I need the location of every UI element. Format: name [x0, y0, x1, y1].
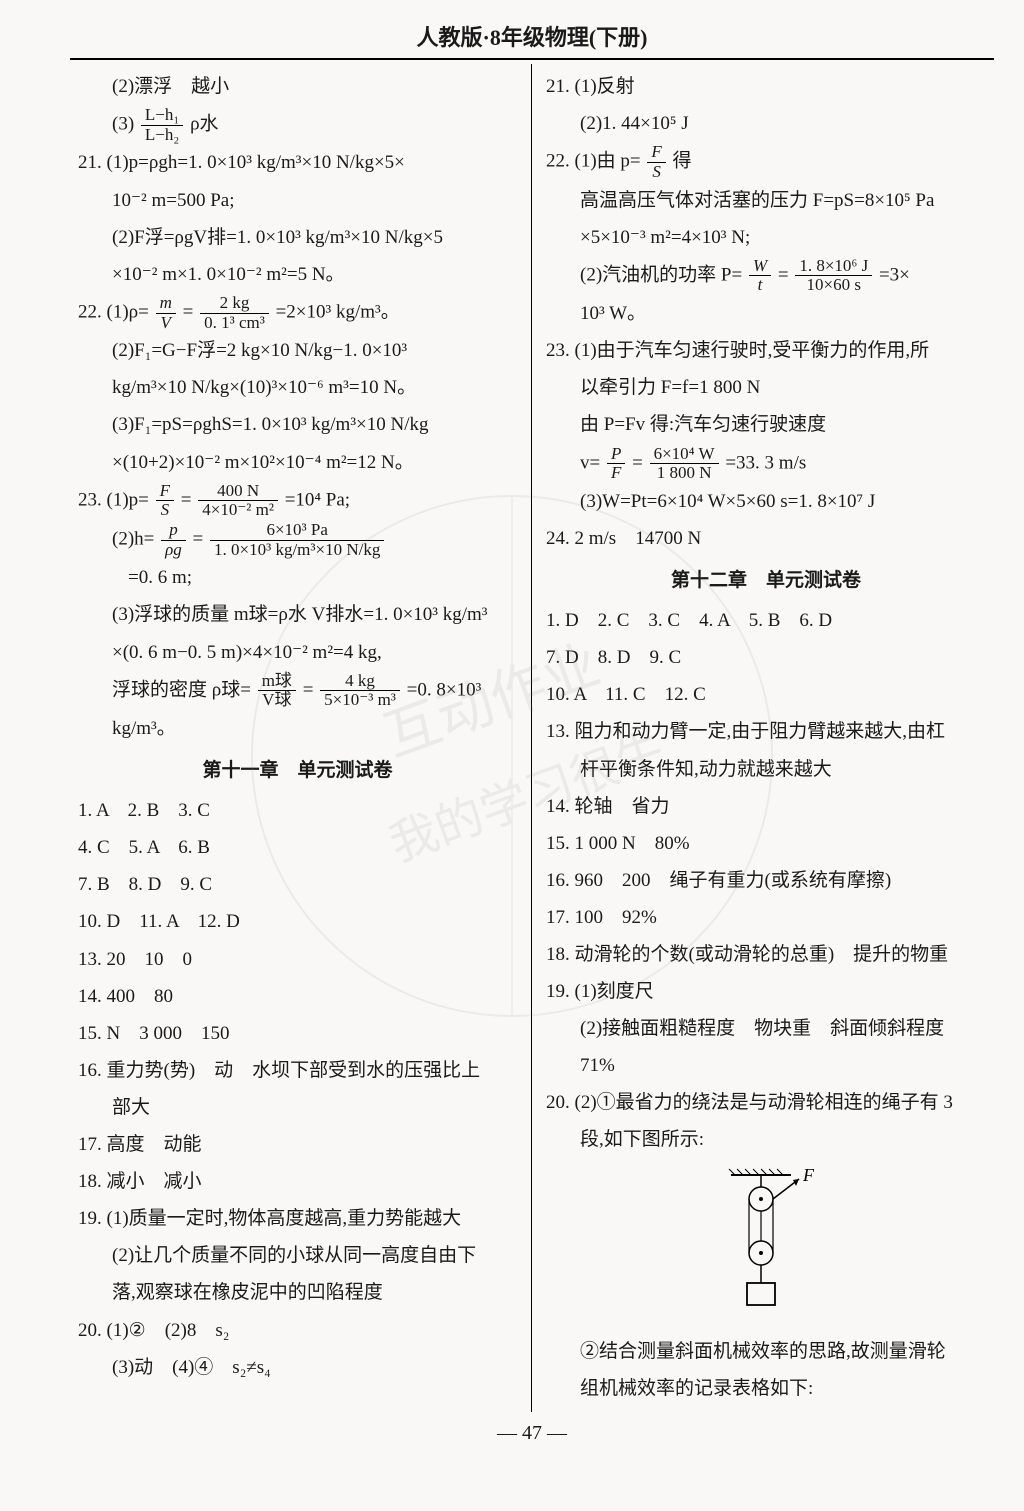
- answer-line: 16. 重力势(势) 动 水坝下部受到水的压强比上: [78, 1053, 517, 1089]
- force-label: F: [802, 1165, 815, 1185]
- answer-line: 19. (1)刻度尺: [546, 974, 986, 1010]
- page-header: 人教版·8年级物理(下册): [70, 20, 994, 60]
- text-line: 21. (1)反射: [546, 69, 986, 105]
- text-line: 浮球的密度 ρ球= m球 V球 = 4 kg 5×10⁻³ m³ =0. 8×1…: [78, 672, 517, 710]
- fraction: L−h₁ L−h₂: [141, 106, 183, 144]
- text-line: 由 P=Fv 得:汽车匀速行驶速度: [546, 407, 986, 443]
- answer-line: 4. C 5. A 6. B: [78, 830, 517, 866]
- fraction: m球 V球: [258, 672, 296, 710]
- fraction: W t: [749, 257, 771, 295]
- text-line: kg/m³。: [78, 711, 517, 747]
- answer-line: 17. 高度 动能: [78, 1127, 517, 1163]
- text-line: 10⁻² m=500 Pa;: [78, 183, 517, 219]
- text-line: (2)1. 44×10⁵ J: [546, 106, 986, 142]
- answer-line: 18. 动滑轮的个数(或动滑轮的总重) 提升的物重: [546, 937, 986, 973]
- text-line: (3) L−h₁ L−h₂ ρ水: [78, 106, 517, 144]
- answer-line: 16. 960 200 绳子有重力(或系统有摩擦): [546, 863, 986, 899]
- text-line: (2)汽油机的功率 P= W t = 1. 8×10⁶ J 10×60 s =3…: [546, 257, 986, 295]
- answer-line: (3)动 (4)④ s₂≠s₄: [78, 1350, 517, 1386]
- header-title: 人教版·8年级物理(下册): [417, 25, 648, 50]
- text-line: =0. 6 m;: [78, 560, 517, 596]
- fraction: P F: [607, 445, 625, 483]
- text-line: (3)F₁=pS=ρghS=1. 0×10³ kg/m³×10 N/kg: [78, 407, 517, 443]
- text-line: (2)h= p ρg = 6×10³ Pa 1. 0×10³ kg/m³×10 …: [78, 521, 517, 559]
- fraction: m V: [156, 294, 176, 332]
- answer-line: 1. D 2. C 3. C 4. A 5. B 6. D: [546, 603, 986, 639]
- fraction: 6×10³ Pa 1. 0×10³ kg/m³×10 N/kg: [210, 521, 384, 559]
- text-line: ×10⁻² m×1. 0×10⁻² m²=5 N。: [78, 257, 517, 293]
- answer-line: 13. 阻力和动力臂一定,由于阻力臂越来越大,由杠: [546, 714, 986, 750]
- pulley-diagram: F: [546, 1165, 986, 1328]
- page-footer: — 47 —: [70, 1422, 994, 1445]
- text-line: 23. (1)由于汽车匀速行驶时,受平衡力的作用,所: [546, 333, 986, 369]
- answer-line: 15. 1 000 N 80%: [546, 826, 986, 862]
- answer-line: 部大: [78, 1090, 517, 1126]
- text-line: kg/m³×10 N/kg×(10)³×10⁻⁶ m³=10 N。: [78, 370, 517, 406]
- text-line: 高温高压气体对活塞的压力 F=pS=8×10⁵ Pa: [546, 183, 986, 219]
- answer-line: 10. A 11. C 12. C: [546, 677, 986, 713]
- text-line: (2)F₁=G−F浮=2 kg×10 N/kg−1. 0×10³: [78, 333, 517, 369]
- text-line: 21. (1)p=ρgh=1. 0×10³ kg/m³×10 N/kg×5×: [78, 145, 517, 181]
- answer-line: 71%: [546, 1048, 986, 1084]
- answer-line: 15. N 3 000 150: [78, 1016, 517, 1052]
- text-line: (2)F浮=ρgV排=1. 0×10³ kg/m³×10 N/kg×5: [78, 220, 517, 256]
- text-line: (2)漂浮 越小: [78, 69, 517, 105]
- left-column: (2)漂浮 越小 (3) L−h₁ L−h₂ ρ水 21. (1)p=ρgh=1…: [70, 64, 532, 1412]
- text-line: 以牵引力 F=f=1 800 N: [546, 370, 986, 406]
- answer-line: 13. 20 10 0: [78, 942, 517, 978]
- answer-line: 段,如下图所示:: [546, 1122, 986, 1158]
- answer-line: 落,观察球在橡皮泥中的凹陷程度: [78, 1275, 517, 1311]
- answer-line: 17. 100 92%: [546, 900, 986, 936]
- answer-line: 20. (1)② (2)8 s₂: [78, 1313, 517, 1349]
- answer-line: 19. (1)质量一定时,物体高度越高,重力势能越大: [78, 1201, 517, 1237]
- fraction: 4 kg 5×10⁻³ m³: [320, 672, 400, 710]
- fraction: p ρg: [161, 521, 186, 559]
- text-line: (3)W=Pt=6×10⁴ W×5×60 s=1. 8×10⁷ J: [546, 484, 986, 520]
- text-line: ×(10+2)×10⁻² m×10²×10⁻⁴ m²=12 N。: [78, 445, 517, 481]
- answer-line: 18. 减小 减小: [78, 1164, 517, 1200]
- answer-line: 10. D 11. A 12. D: [78, 904, 517, 940]
- answer-line: 杆平衡条件知,动力就越来越大: [546, 752, 986, 788]
- text-line: (3)浮球的质量 m球=ρ水 V排水=1. 0×10³ kg/m³: [78, 597, 517, 633]
- answer-line: 14. 轮轴 省力: [546, 789, 986, 825]
- answer-line: (2)让几个质量不同的小球从同一高度自由下: [78, 1238, 517, 1274]
- fraction: 400 N 4×10⁻² m²: [198, 482, 278, 520]
- section-title-ch11: 第十一章 单元测试卷: [78, 753, 517, 789]
- answer-line: 20. (2)①最省力的绕法是与动滑轮相连的绳子有 3: [546, 1085, 986, 1121]
- answer-line: 14. 400 80: [78, 979, 517, 1015]
- text-line: 22. (1)由 p= F S 得: [546, 143, 986, 181]
- text-line: 23. (1)p= F S = 400 N 4×10⁻² m² =10⁴ Pa;: [78, 482, 517, 520]
- answer-line: 7. B 8. D 9. C: [78, 867, 517, 903]
- fraction: 2 kg 0. 1³ cm³: [200, 294, 269, 332]
- text-line: 22. (1)ρ= m V = 2 kg 0. 1³ cm³ =2×10³ kg…: [78, 294, 517, 332]
- text-line: ×(0. 6 m−0. 5 m)×4×10⁻² m²=4 kg,: [78, 635, 517, 671]
- answer-line: ②结合测量斜面机械效率的思路,故测量滑轮: [546, 1334, 986, 1370]
- right-column: 21. (1)反射 (2)1. 44×10⁵ J 22. (1)由 p= F S…: [532, 64, 994, 1412]
- answer-line: 7. D 8. D 9. C: [546, 640, 986, 676]
- fraction: 1. 8×10⁶ J 10×60 s: [795, 257, 872, 295]
- text-line: 24. 2 m/s 14700 N: [546, 521, 986, 557]
- fraction: F S: [156, 482, 174, 520]
- page: 人教版·8年级物理(下册) (2)漂浮 越小 (3) L−h₁ L−h₂ ρ水 …: [0, 0, 1024, 1465]
- fraction: F S: [647, 143, 665, 181]
- text-line: ×5×10⁻³ m²=4×10³ N;: [546, 220, 986, 256]
- answer-line: 组机械效率的记录表格如下:: [546, 1371, 986, 1407]
- answer-line: (2)接触面粗糙程度 物块重 斜面倾斜程度: [546, 1011, 986, 1047]
- fraction: 6×10⁴ W 1 800 N: [650, 445, 719, 483]
- text-line: 10³ W。: [546, 296, 986, 332]
- content-columns: (2)漂浮 越小 (3) L−h₁ L−h₂ ρ水 21. (1)p=ρgh=1…: [70, 64, 994, 1412]
- answer-line: 1. A 2. B 3. C: [78, 793, 517, 829]
- section-title-ch12: 第十二章 单元测试卷: [546, 563, 986, 599]
- page-number: — 47 —: [497, 1422, 567, 1444]
- text-line: v= P F = 6×10⁴ W 1 800 N =33. 3 m/s: [546, 445, 986, 483]
